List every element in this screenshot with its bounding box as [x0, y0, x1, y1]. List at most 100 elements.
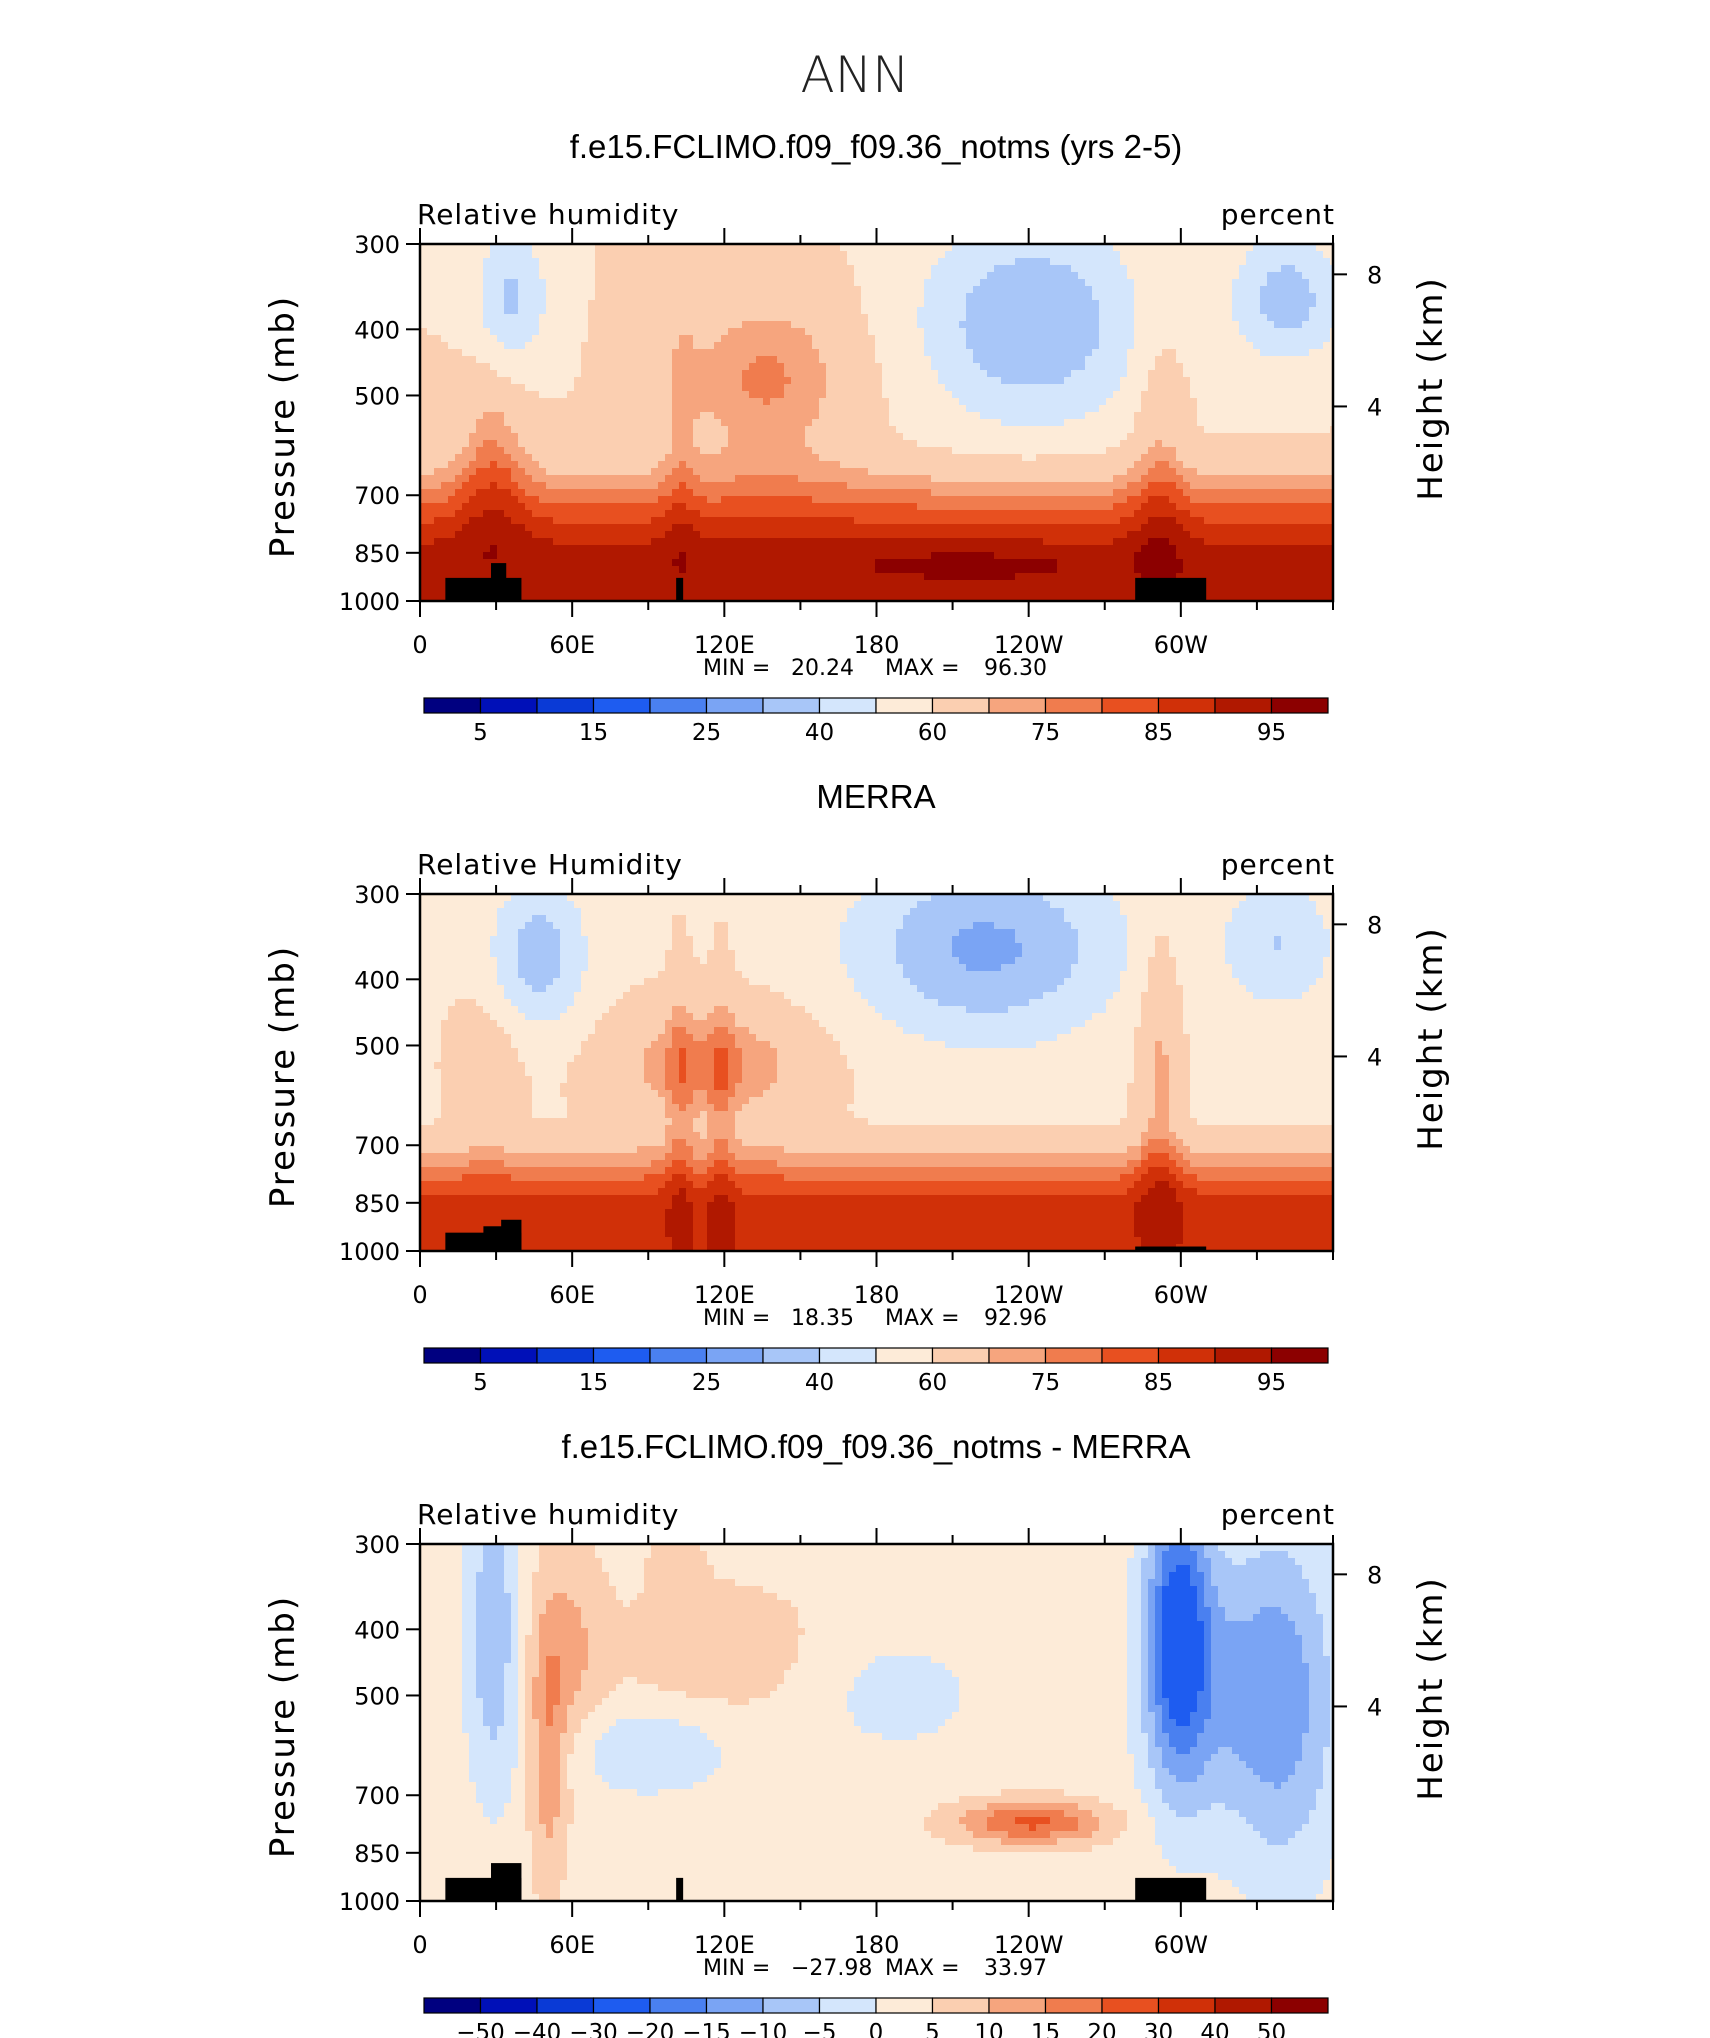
contour-cell — [840, 461, 848, 469]
contour-cell — [1323, 251, 1331, 259]
contour-cell — [868, 258, 876, 266]
contour-cell — [938, 307, 946, 315]
contour-cell — [490, 356, 498, 364]
contour-cell — [945, 363, 953, 371]
contour-cell — [546, 272, 554, 280]
contour-cell — [882, 475, 890, 483]
contour-cell — [574, 391, 582, 399]
contour-cell — [644, 412, 652, 420]
contour-cell — [1190, 440, 1198, 448]
contour-cell — [784, 335, 792, 343]
contour-cell — [959, 307, 967, 315]
contour-cell — [1309, 258, 1317, 266]
contour-cell — [749, 503, 757, 511]
contour-cell — [924, 258, 932, 266]
contour-cell — [1134, 328, 1142, 336]
contour-cell — [616, 272, 624, 280]
contour-cell — [1001, 244, 1009, 252]
contour-cell — [1281, 454, 1289, 462]
contour-cell — [756, 363, 764, 371]
contour-cell — [1071, 314, 1079, 322]
contour-cell — [511, 251, 519, 259]
contour-cell — [497, 349, 505, 357]
contour-cell — [1120, 370, 1128, 378]
contour-cell — [448, 377, 456, 385]
contour-cell — [462, 454, 470, 462]
contour-cell — [1302, 447, 1310, 455]
contour-cell — [875, 482, 883, 490]
contour-cell — [966, 496, 974, 504]
contour-cell — [693, 335, 701, 343]
contour-cell — [609, 482, 617, 490]
contour-cell — [532, 489, 540, 497]
contour-cell — [1218, 265, 1226, 273]
contour-cell — [1050, 272, 1058, 280]
contour-cell — [574, 342, 582, 350]
contour-cell — [1330, 454, 1333, 462]
contour-cell — [455, 489, 463, 497]
contour-cell — [1225, 265, 1233, 273]
contour-cell — [763, 419, 771, 427]
contour-cell — [1015, 496, 1023, 504]
contour-cell — [1176, 349, 1184, 357]
contour-cell — [595, 356, 603, 364]
contour-cell — [1218, 426, 1226, 434]
contour-cell — [693, 349, 701, 357]
contour-cell — [1246, 363, 1254, 371]
contour-cell — [476, 356, 484, 364]
contour-cell — [826, 293, 834, 301]
contour-cell — [420, 503, 428, 511]
contour-cell — [462, 300, 470, 308]
contour-cell — [826, 440, 834, 448]
contour-cell — [980, 335, 988, 343]
contour-cell — [896, 342, 904, 350]
contour-cell — [616, 342, 624, 350]
contour-cell — [441, 426, 449, 434]
contour-cell — [735, 279, 743, 287]
contour-cell — [1008, 419, 1016, 427]
contour-cell — [469, 503, 477, 511]
contour-cell — [672, 398, 680, 406]
contour-cell — [861, 244, 869, 252]
contour-cell — [644, 342, 652, 350]
contour-cell — [574, 321, 582, 329]
contour-cell — [1057, 328, 1065, 336]
contour-cell — [791, 412, 799, 420]
contour-cell — [1162, 496, 1170, 504]
contour-cell — [1288, 475, 1296, 483]
contour-cell — [952, 482, 960, 490]
contour-cell — [679, 426, 687, 434]
contour-cell — [1323, 265, 1331, 273]
contour-cell — [1092, 293, 1100, 301]
contour-cell — [504, 398, 512, 406]
contour-cell — [553, 279, 561, 287]
contour-cell — [1001, 321, 1009, 329]
contour-cell — [1323, 321, 1331, 329]
contour-cell — [1078, 482, 1086, 490]
contour-cell — [987, 489, 995, 497]
contour-cell — [679, 391, 687, 399]
contour-cell — [1225, 300, 1233, 308]
contour-cell — [700, 447, 708, 455]
contour-cell — [924, 342, 932, 350]
contour-cell — [1211, 419, 1219, 427]
contour-cell — [1148, 440, 1156, 448]
contour-cell — [553, 482, 561, 490]
contour-cell — [1260, 314, 1268, 322]
contour-cell — [910, 482, 918, 490]
contour-cell — [1148, 335, 1156, 343]
contour-cell — [1295, 244, 1303, 252]
contour-cell — [917, 461, 925, 469]
contour-cell — [532, 335, 540, 343]
contour-cell — [455, 461, 463, 469]
contour-cell — [756, 349, 764, 357]
contour-cell — [1078, 433, 1086, 441]
contour-cell — [518, 468, 526, 476]
contour-cell — [616, 426, 624, 434]
contour-cell — [735, 468, 743, 476]
contour-cell — [665, 447, 673, 455]
contour-cell — [1092, 335, 1100, 343]
contour-cell — [1050, 384, 1058, 392]
contour-cell — [777, 356, 785, 364]
contour-cell — [1225, 258, 1233, 266]
